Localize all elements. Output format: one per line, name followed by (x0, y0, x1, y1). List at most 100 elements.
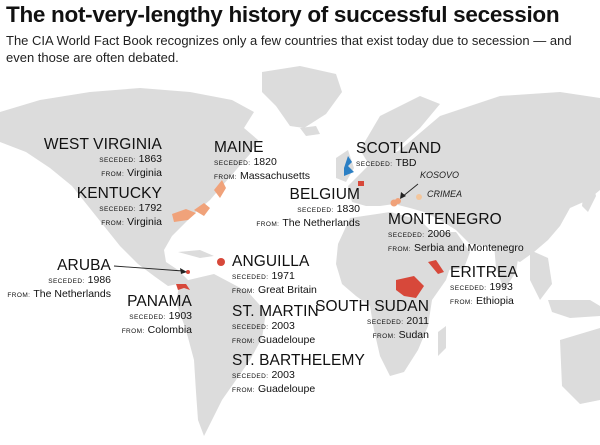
from-value: Ethiopia (475, 295, 514, 307)
label-kentucky: KENTUCKY SECEDED: 1792 FROM: Virginia (77, 185, 162, 230)
from-key: FROM: (232, 387, 255, 394)
label-name: ERITREA (450, 264, 518, 281)
from-key: FROM: (232, 338, 255, 345)
seceded-value: 2003 (271, 320, 295, 332)
from-key: FROM: (121, 328, 145, 335)
label-name: MONTENEGRO (388, 211, 502, 228)
seceded-key: SECEDED: (297, 207, 334, 214)
landmass-se-asia (530, 250, 552, 300)
seceded-key: SECEDED: (99, 206, 136, 213)
annotation-crimea: CRIMEA (427, 189, 463, 199)
seceded-value: 1993 (489, 281, 513, 293)
label-name: BELGIUM (289, 186, 360, 203)
kosovo-arrowhead (400, 192, 406, 199)
landmass-indonesia (548, 300, 600, 318)
from-key: FROM: (101, 171, 125, 178)
seceded-value: 2003 (271, 369, 295, 381)
label-south-sudan: SOUTH SUDAN SECEDED: 2011 FROM: Sudan (315, 298, 429, 343)
seceded-key: SECEDED: (356, 161, 393, 168)
from-key: FROM: (7, 292, 31, 299)
from-value: Guadeloupe (257, 334, 316, 346)
highlight-eritrea (428, 260, 444, 274)
seceded-value: 2011 (406, 315, 429, 327)
label-name: PANAMA (127, 293, 192, 310)
landmass-greenland (262, 66, 342, 128)
seceded-value: 1820 (253, 156, 277, 168)
from-key: FROM: (232, 288, 255, 295)
landmass-arabia (430, 232, 470, 270)
from-value: Virginia (127, 216, 162, 228)
seceded-key: SECEDED: (214, 160, 251, 167)
aruba-arrowhead (180, 268, 187, 274)
kosovo-leader-line (401, 183, 419, 198)
label-west-virginia: WEST VIRGINIA SECEDED: 1863 FROM: Virginia (44, 136, 162, 181)
label-st-martin: ST. MARTIN SECEDED: 2003 FROM: Guadeloupe (232, 303, 319, 348)
highlight-anguilla (217, 258, 225, 266)
page-title: The not-very-lengthy history of successf… (6, 2, 560, 27)
from-key: FROM: (214, 174, 237, 181)
from-key: FROM: (372, 333, 396, 340)
label-montenegro: MONTENEGRO SECEDED: 2006 FROM: Serbia and … (388, 211, 524, 256)
landmass-madagascar (438, 326, 446, 356)
highlight-panama (176, 284, 190, 290)
from-value: The Netherlands (33, 288, 111, 300)
seceded-key: SECEDED: (48, 278, 85, 285)
label-eritrea: ERITREA SECEDED: 1993 FROM: Ethiopia (450, 264, 518, 309)
highlight-crimea (416, 194, 422, 200)
highlight-scotland (344, 156, 354, 176)
from-value: Massachusetts (239, 170, 310, 182)
seceded-value: TBD (395, 157, 417, 169)
from-value: Great Britain (257, 284, 317, 296)
label-name: WEST VIRGINIA (43, 136, 162, 153)
seceded-value: 1792 (138, 202, 162, 214)
from-value: The Netherlands (282, 217, 360, 229)
highlight-belgium (358, 181, 364, 186)
seceded-value: 1971 (271, 270, 295, 282)
seceded-key: SECEDED: (232, 274, 269, 281)
from-key: FROM: (450, 299, 473, 306)
landmass-caribbean (178, 250, 214, 258)
seceded-key: SECEDED: (129, 314, 166, 321)
label-st-barthelemy: ST. BARTHELEMY SECEDED: 2003 FROM: Guadelo… (232, 352, 365, 397)
label-scotland: SCOTLAND SECEDED: TBD (356, 140, 441, 171)
label-name: ST. BARTHELEMY (232, 352, 365, 369)
label-panama: PANAMA SECEDED: 1903 FROM: Colombia (122, 293, 192, 338)
highlight-maine (214, 180, 226, 198)
annotation-kosovo: KOSOVO (420, 170, 460, 180)
seceded-key: SECEDED: (232, 324, 269, 331)
label-name: ANGUILLA (232, 253, 310, 270)
from-value: Serbia and Montenegro (413, 242, 524, 254)
label-name: ARUBA (57, 257, 111, 274)
highlight-aruba (186, 270, 190, 274)
from-value: Virginia (127, 167, 162, 179)
landmass-south-america (176, 274, 266, 436)
landmass-iceland (300, 126, 320, 136)
label-belgium: BELGIUM SECEDED: 1830 FROM: The Netherland… (256, 186, 360, 231)
seceded-key: SECEDED: (388, 232, 425, 239)
seceded-value: 1903 (168, 310, 192, 322)
label-name: KENTUCKY (76, 185, 162, 202)
highlight-kentucky (172, 209, 196, 222)
landmass-australia (560, 328, 600, 404)
landmass-japan (582, 180, 596, 212)
from-key: FROM: (388, 246, 411, 253)
seceded-value: 1830 (336, 203, 360, 215)
label-name: ST. MARTIN (232, 303, 319, 320)
seceded-key: SECEDED: (366, 319, 404, 326)
from-key: FROM: (256, 221, 280, 228)
from-value: Sudan (398, 329, 429, 341)
label-name: MAINE (214, 139, 264, 156)
highlight-south-sudan (396, 276, 424, 298)
landmass-africa (336, 212, 452, 376)
from-value: Guadeloupe (257, 383, 316, 395)
page-subtitle: The CIA World Fact Book recognizes only … (6, 33, 572, 65)
seceded-key: SECEDED: (450, 285, 487, 292)
seceded-value: 1986 (87, 274, 111, 286)
highlight-west-virginia (194, 203, 210, 216)
label-anguilla: ANGUILLA SECEDED: 1971 FROM: Great Britain (232, 253, 317, 298)
label-aruba: ARUBA SECEDED: 1986 FROM: The Netherlands (7, 257, 111, 302)
landmass-scandinavia (360, 96, 440, 166)
highlight-kosovo (395, 198, 401, 204)
label-name: SOUTH SUDAN (315, 298, 429, 315)
